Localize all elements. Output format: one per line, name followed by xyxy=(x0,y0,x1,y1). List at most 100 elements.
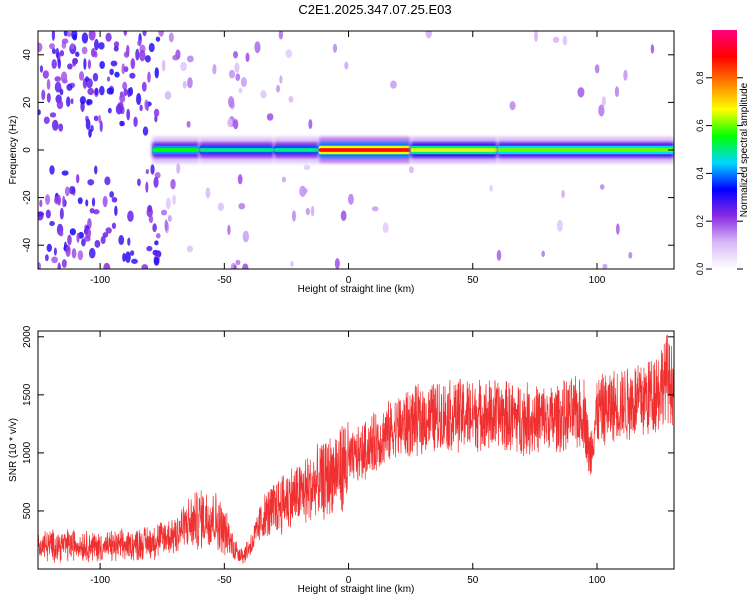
spectrogram-noise-blob xyxy=(602,263,608,269)
spectrogram-noise-blob xyxy=(41,89,46,101)
spectrogram-ridge-segment xyxy=(318,148,411,152)
spectrogram-noise-blob xyxy=(127,87,132,98)
spectrogram-noise-blob xyxy=(69,228,76,236)
spectrogram-noise-blob xyxy=(146,207,153,218)
spectrogram-noise-blob xyxy=(57,58,61,69)
spectrogram-noise-blob xyxy=(87,179,95,186)
spectrogram-noise-blob xyxy=(81,32,89,44)
spectrogram-noise-blob xyxy=(130,58,136,70)
spectrogram-noise-blob xyxy=(240,77,247,88)
spectrogram-noise-blob xyxy=(104,176,111,186)
spectrogram-noise-blob xyxy=(46,78,51,90)
spectrogram-noise-blob xyxy=(146,245,153,252)
spectrogram-noise-blob xyxy=(227,118,233,128)
spectrogram-noise-blob xyxy=(390,80,397,89)
spectrogram-noise-blob xyxy=(91,197,96,207)
spectrogram-noise-blob xyxy=(153,176,159,188)
spectrogram-noise-blob xyxy=(217,202,225,212)
spectrogram-x-tick-label: -50 xyxy=(217,275,232,286)
spectrogram-noise-blob xyxy=(541,250,545,258)
spectrogram-noise-blob xyxy=(67,63,73,70)
snr-axes: -100 -50 0 50 100 500 1000 1500 2000 xyxy=(22,325,674,586)
snr-y-tick-label: 1000 xyxy=(22,441,33,464)
spectrogram-noise-blob xyxy=(186,120,191,128)
spectrogram-noise-blob xyxy=(310,205,315,217)
spectrogram-noise-blob xyxy=(49,43,55,50)
spectrogram-ridge-segment xyxy=(410,148,498,152)
spectrogram-noise-blob xyxy=(51,119,59,131)
spectrogram-noise-blob xyxy=(266,113,274,121)
spectrogram-noise-blob xyxy=(43,116,50,124)
colorbar: 0.0 0.2 0.4 0.6 0.8 Normalized spectral ampl… xyxy=(695,30,750,275)
spectrogram-noise-blob xyxy=(75,51,80,57)
spectrogram-noise-blob xyxy=(129,72,136,79)
snr-y-tick-label: 2000 xyxy=(22,325,33,348)
spectrogram-noise-blob xyxy=(70,43,75,50)
spectrogram-y-tick-label: 0 xyxy=(22,147,33,153)
spectrogram-noise-blob xyxy=(85,199,89,207)
spectrogram-noise-blob xyxy=(59,50,65,57)
spectrogram-noise-blob xyxy=(51,48,56,55)
spectrogram-noise-blob xyxy=(114,71,120,78)
snr-x-tick-label: 0 xyxy=(346,575,352,586)
spectrogram-noise-blob xyxy=(60,71,68,84)
spectrogram-noise-blob xyxy=(57,194,61,206)
spectrogram-noise-blob xyxy=(556,219,563,232)
spectrogram-noise-blob xyxy=(144,55,151,63)
spectrogram-x-tick-label: 100 xyxy=(589,275,606,286)
spectrogram-noise-blob xyxy=(49,165,55,175)
spectrogram-noise-blob xyxy=(106,76,111,82)
spectrogram-noise-blob xyxy=(154,115,158,123)
spectrogram-noise-blob xyxy=(137,39,142,47)
spectrogram-noise-blob xyxy=(122,81,128,90)
spectrogram-noise-blob xyxy=(51,59,57,69)
spectrogram-noise-blob xyxy=(127,237,131,246)
spectrogram-noise-blob xyxy=(308,119,313,130)
spectrogram-noise-blob xyxy=(77,250,84,261)
spectrogram-noise-blob xyxy=(42,70,49,79)
spectrogram-noise-blob xyxy=(49,221,55,227)
spectrogram-noise-blob xyxy=(139,49,146,62)
spectrogram-noise-blob xyxy=(119,93,126,103)
spectrogram-noise-blob xyxy=(180,61,187,72)
spectrogram-noise-blob xyxy=(164,219,168,232)
spectrogram-noise-blob xyxy=(489,184,494,192)
spectrogram-noise-blob xyxy=(145,168,149,175)
spectrogram-noise-blob xyxy=(154,251,162,257)
spectrogram-noise-blob xyxy=(54,76,62,82)
spectrogram-noise-blob xyxy=(76,232,80,243)
spectrogram-noise-blob xyxy=(281,176,287,183)
spectrogram-noise-blob xyxy=(533,31,538,42)
spectrogram-noise-blob xyxy=(61,38,69,44)
spectrogram-noise-blob xyxy=(62,195,66,208)
spectrogram-y-tick-label: -20 xyxy=(22,190,33,205)
spectrogram-noise-blob xyxy=(38,109,41,116)
spectrogram-noise-blob xyxy=(170,178,176,190)
spectrogram-noise-blob xyxy=(136,92,142,105)
spectrogram-noise-blob xyxy=(288,95,294,103)
page-title: C2E1.2025.347.07.25.E03 xyxy=(298,2,451,17)
spectrogram-noise-blob xyxy=(228,96,235,108)
spectrogram-noise-blob xyxy=(54,81,62,93)
spectrogram-noise-blob xyxy=(51,256,59,264)
spectrogram-noise-blob xyxy=(299,185,307,197)
snr-x-axis-label: Height of straight line (km) xyxy=(298,584,415,595)
spectrogram-noise-blob xyxy=(290,260,294,267)
snr-x-tick-label: -50 xyxy=(217,575,232,586)
colorbar-tick-label: 0.4 xyxy=(695,167,705,180)
spectrogram-noise-blob xyxy=(186,55,194,63)
spectrogram-noise-blob xyxy=(121,63,126,75)
spectrogram-noise-blob xyxy=(77,197,83,205)
spectrogram-noise-blob xyxy=(65,245,71,257)
spectrogram-noise-blob xyxy=(348,193,354,205)
spectrogram-noise-blob xyxy=(237,174,243,185)
spectrogram-noise-blob xyxy=(334,258,340,269)
spectrogram-noise-blob xyxy=(90,47,96,58)
spectrogram-noise-blob xyxy=(110,60,118,67)
spectrogram-x-axis-label: Height of straight line (km) xyxy=(298,284,415,295)
snr-x-tick-label: -100 xyxy=(90,575,110,586)
spectrogram-noise-blob xyxy=(152,223,157,233)
spectrogram-noise-blob xyxy=(135,48,140,61)
spectrogram-noise-blob xyxy=(303,164,311,171)
